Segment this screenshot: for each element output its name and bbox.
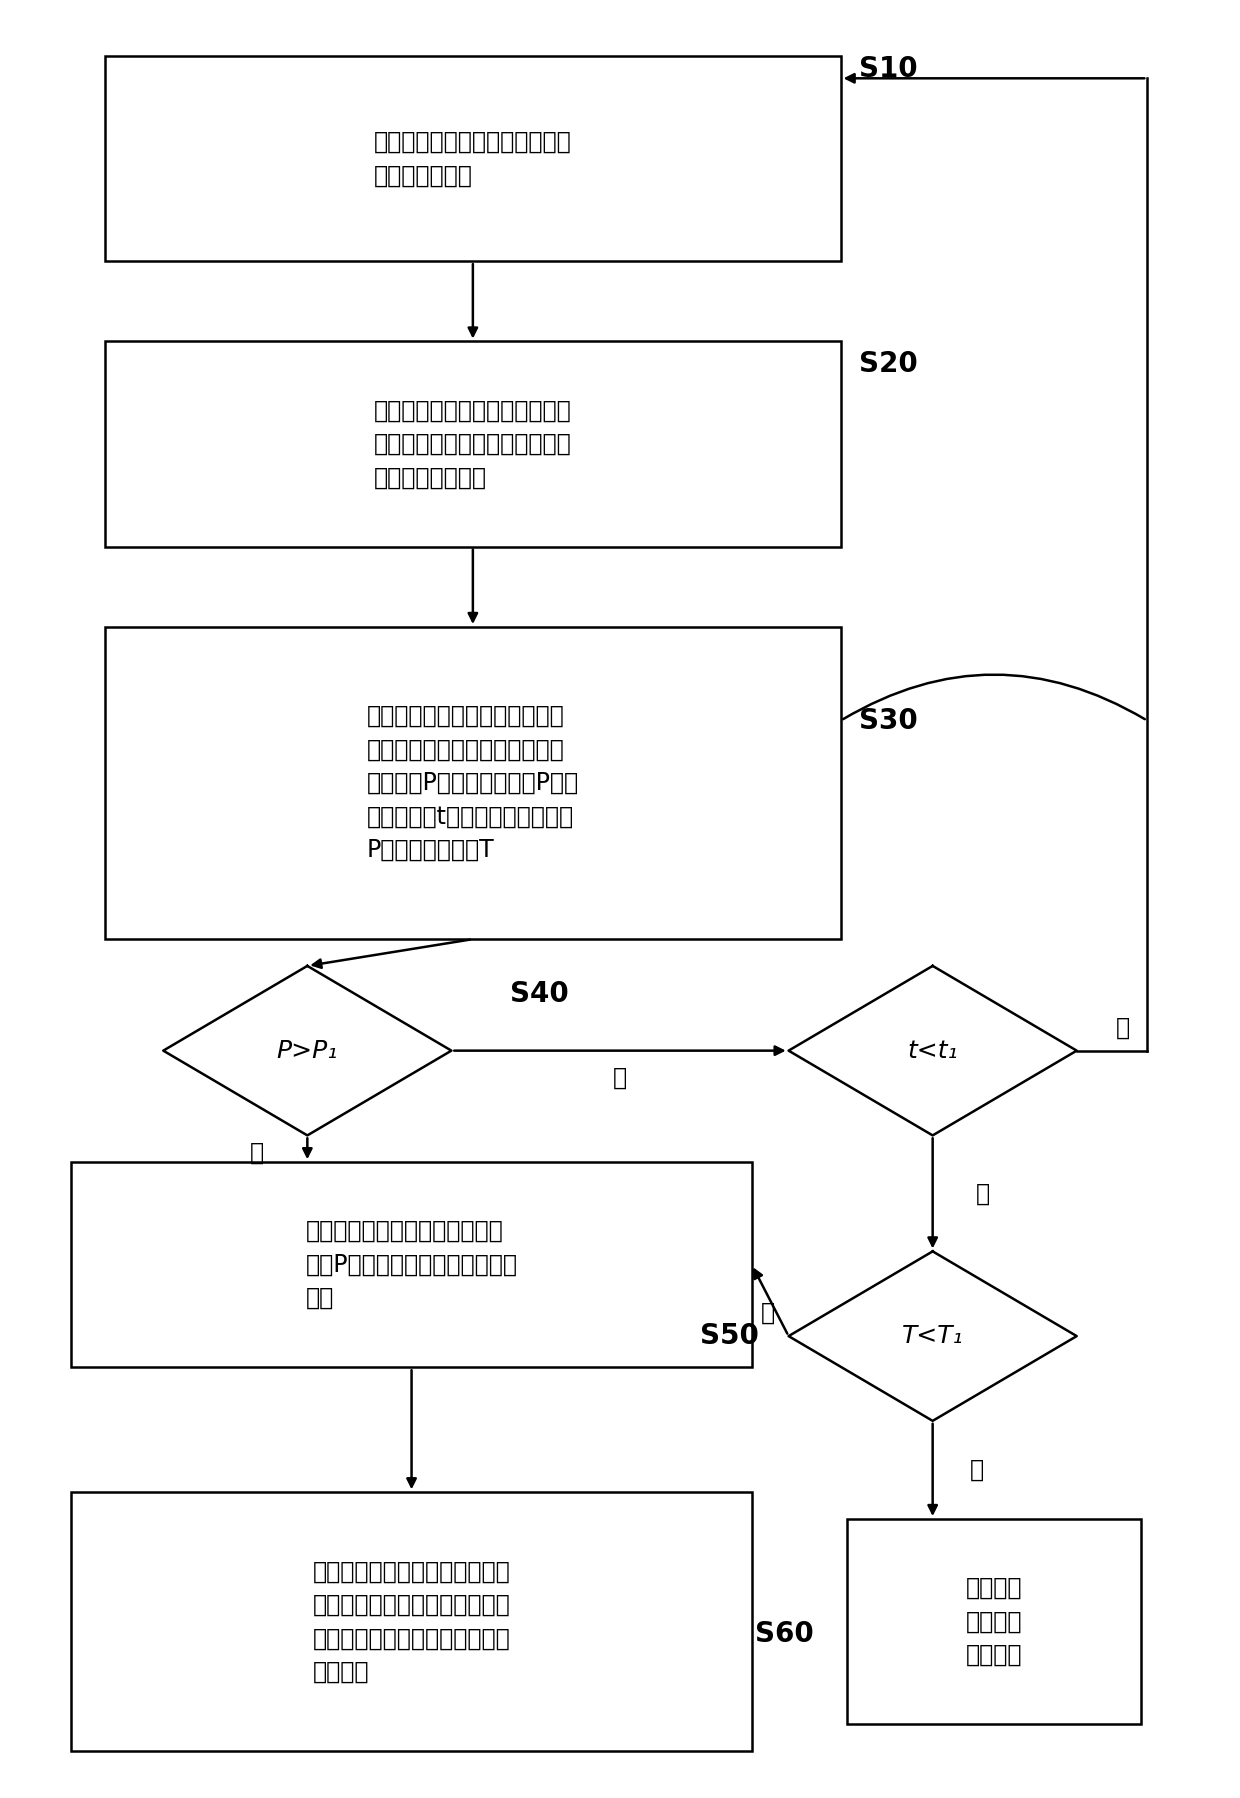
Text: S30: S30	[859, 707, 918, 735]
Text: P>P₁: P>P₁	[277, 1039, 339, 1063]
Text: t<t₁: t<t₁	[908, 1039, 959, 1063]
Text: 关闭第一闭锁阀和碳罐通风阀，
开启碳罐清洗阀: 关闭第一闭锁阀和碳罐通风阀， 开启碳罐清洗阀	[374, 129, 572, 187]
Text: S10: S10	[859, 56, 918, 83]
Bar	[847, 1519, 1141, 1724]
Text: S60: S60	[755, 1620, 813, 1649]
Polygon shape	[164, 966, 451, 1135]
Text: 是: 是	[613, 1066, 627, 1090]
Text: S40: S40	[510, 980, 568, 1007]
Text: 根据所满足的判断条件，将检测
压力衰减速度曲线与不同预设压
力衰减速度曲线进行比对，确定
诊断结果: 根据所满足的判断条件，将检测 压力衰减速度曲线与不同预设压 力衰减速度曲线进行比…	[312, 1559, 511, 1683]
Bar	[72, 1492, 751, 1751]
Text: 否: 否	[761, 1302, 775, 1325]
Text: T<T₁: T<T₁	[901, 1323, 963, 1348]
Text: 保持第一闭锁阀和第二闭锁阀中
其中一个闭锁，对燃油蒸发泄漏
诊断系统进行抽气: 保持第一闭锁阀和第二闭锁阀中 其中一个闭锁，对燃油蒸发泄漏 诊断系统进行抽气	[374, 399, 572, 489]
Text: 否: 否	[250, 1140, 264, 1165]
Bar	[105, 628, 841, 939]
Text: 是: 是	[970, 1458, 983, 1482]
Text: 否: 否	[976, 1181, 990, 1205]
Text: 抽气完成后，关闭碳罐清洗阀，
分别记录燃油蒸发泄漏诊断系统
的压力值P，达到该压力值P所需
的抽气时间t，以及达到该压力值
P时的燃油温度值T: 抽气完成后，关闭碳罐清洗阀， 分别记录燃油蒸发泄漏诊断系统 的压力值P，达到该压…	[367, 705, 579, 861]
Bar	[105, 342, 841, 547]
Text: S50: S50	[699, 1322, 759, 1350]
Polygon shape	[789, 1251, 1076, 1420]
Polygon shape	[789, 966, 1076, 1135]
Bar	[105, 56, 841, 261]
Text: 记录燃油蒸发泄漏诊断系统的压
力值P随时间的检测压力衰减速度
曲线: 记录燃油蒸发泄漏诊断系统的压 力值P随时间的检测压力衰减速度 曲线	[305, 1219, 517, 1311]
Text: 是: 是	[1116, 1016, 1130, 1039]
Bar	[72, 1162, 751, 1366]
Text: S20: S20	[859, 351, 918, 378]
Text: 燃油蒸发
泄漏诊断
系统泄漏: 燃油蒸发 泄漏诊断 系统泄漏	[966, 1577, 1022, 1667]
